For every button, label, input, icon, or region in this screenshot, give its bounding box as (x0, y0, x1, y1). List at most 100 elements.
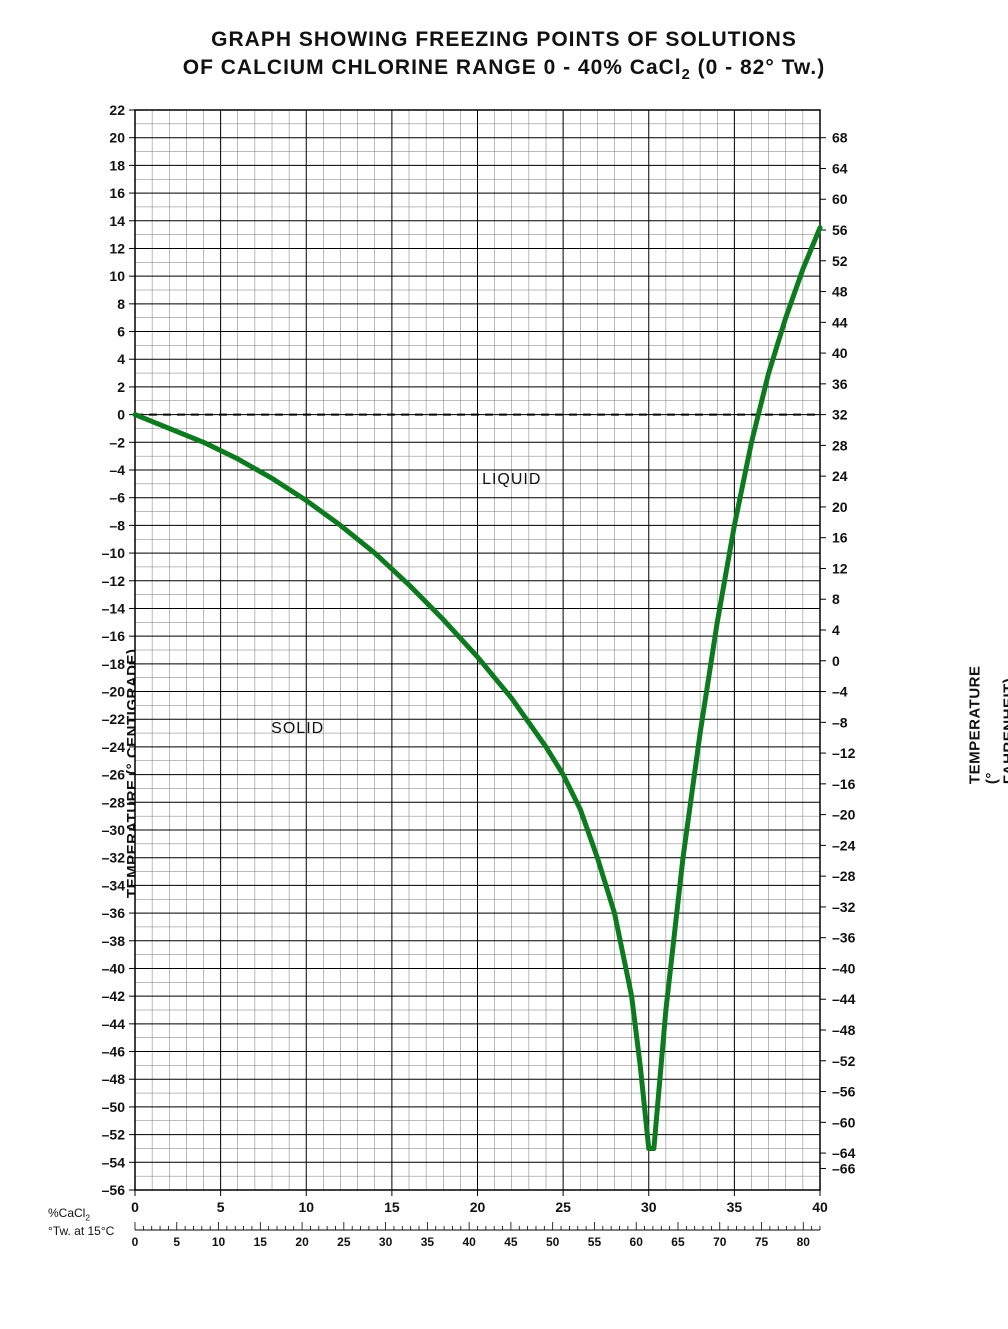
svg-text:12: 12 (832, 560, 848, 576)
svg-text:10: 10 (109, 268, 125, 284)
svg-text:50: 50 (546, 1235, 560, 1249)
svg-text:25: 25 (555, 1199, 571, 1215)
svg-text:75: 75 (755, 1235, 769, 1249)
svg-text:–18: –18 (102, 656, 126, 672)
chart-title-line-1: GRAPH SHOWING FREEZING POINTS OF SOLUTIO… (0, 28, 1008, 52)
svg-text:–36: –36 (832, 930, 856, 946)
svg-text:18: 18 (109, 157, 125, 173)
svg-text:0: 0 (131, 1199, 139, 1215)
svg-text:28: 28 (832, 437, 848, 453)
svg-text:0: 0 (117, 407, 125, 423)
svg-text:–4: –4 (109, 462, 125, 478)
svg-text:68: 68 (832, 130, 848, 146)
svg-text:–16: –16 (102, 628, 126, 644)
svg-text:30: 30 (641, 1199, 657, 1215)
svg-text:4: 4 (832, 622, 840, 638)
svg-text:12: 12 (109, 240, 125, 256)
svg-text:–38: –38 (102, 933, 126, 949)
svg-text:14: 14 (109, 213, 125, 229)
svg-text:–34: –34 (102, 877, 126, 893)
svg-text:15: 15 (254, 1235, 268, 1249)
svg-text:30: 30 (379, 1235, 393, 1249)
svg-text:–52: –52 (102, 1127, 126, 1143)
svg-text:–24: –24 (102, 739, 126, 755)
chart-title-line-2: OF CALCIUM CHLORINE RANGE 0 - 40% CaCl2 … (0, 56, 1008, 83)
svg-text:–12: –12 (832, 745, 856, 761)
svg-text:56: 56 (832, 222, 848, 238)
svg-text:60: 60 (832, 191, 848, 207)
svg-text:–54: –54 (102, 1154, 126, 1170)
svg-text:16: 16 (832, 530, 848, 546)
svg-text:–30: –30 (102, 822, 126, 838)
svg-text:36: 36 (832, 376, 848, 392)
svg-text:80: 80 (797, 1235, 811, 1249)
svg-text:–8: –8 (832, 714, 848, 730)
svg-text:45: 45 (504, 1235, 518, 1249)
chart-svg: 2220181614121086420–2–4–6–8–10–12–14–16–… (87, 100, 868, 1300)
x-axis-legend-percent: %CaCl2 (48, 1206, 90, 1222)
svg-text:–8: –8 (109, 517, 125, 533)
svg-text:–66: –66 (832, 1160, 856, 1176)
svg-text:–56: –56 (832, 1084, 856, 1100)
svg-text:24: 24 (832, 468, 848, 484)
svg-text:–36: –36 (102, 905, 126, 921)
svg-text:–56: –56 (102, 1182, 126, 1198)
svg-text:35: 35 (727, 1199, 743, 1215)
svg-text:0: 0 (132, 1235, 139, 1249)
svg-text:55: 55 (588, 1235, 602, 1249)
svg-text:–32: –32 (832, 899, 856, 915)
svg-text:–48: –48 (102, 1071, 126, 1087)
svg-text:8: 8 (832, 591, 840, 607)
svg-text:20: 20 (295, 1235, 309, 1249)
svg-text:52: 52 (832, 253, 848, 269)
svg-text:40: 40 (812, 1199, 828, 1215)
svg-text:32: 32 (832, 407, 848, 423)
svg-text:–40: –40 (832, 960, 856, 976)
svg-text:44: 44 (832, 314, 848, 330)
svg-text:2: 2 (117, 379, 125, 395)
svg-text:64: 64 (832, 160, 848, 176)
svg-text:–52: –52 (832, 1053, 856, 1069)
svg-text:5: 5 (217, 1199, 225, 1215)
svg-text:20: 20 (832, 499, 848, 515)
svg-text:20: 20 (109, 130, 125, 146)
svg-text:25: 25 (337, 1235, 351, 1249)
svg-text:15: 15 (384, 1199, 400, 1215)
svg-text:22: 22 (109, 102, 125, 118)
svg-text:8: 8 (117, 296, 125, 312)
svg-text:–60: –60 (832, 1114, 856, 1130)
svg-text:4: 4 (117, 351, 125, 367)
svg-text:–26: –26 (102, 767, 126, 783)
svg-text:–10: –10 (102, 545, 126, 561)
svg-text:–50: –50 (102, 1099, 126, 1115)
svg-text:6: 6 (117, 324, 125, 340)
svg-text:SOLID: SOLID (271, 720, 324, 737)
svg-text:10: 10 (298, 1199, 314, 1215)
svg-text:–12: –12 (102, 573, 126, 589)
svg-text:–6: –6 (109, 490, 125, 506)
svg-text:16: 16 (109, 185, 125, 201)
svg-text:–46: –46 (102, 1044, 126, 1060)
svg-text:40: 40 (832, 345, 848, 361)
svg-text:–42: –42 (102, 988, 126, 1004)
svg-text:48: 48 (832, 284, 848, 300)
svg-text:40: 40 (462, 1235, 476, 1249)
svg-text:35: 35 (421, 1235, 435, 1249)
svg-text:70: 70 (713, 1235, 727, 1249)
svg-text:–48: –48 (832, 1022, 856, 1038)
svg-text:20: 20 (470, 1199, 486, 1215)
y-axis-right-label: TEMPERATURE (° FAHRENHEIT) (966, 666, 1008, 785)
chart-plot-area: 2220181614121086420–2–4–6–8–10–12–14–16–… (135, 110, 820, 1190)
svg-text:–44: –44 (102, 1016, 126, 1032)
svg-text:0: 0 (832, 653, 840, 669)
svg-text:LIQUID: LIQUID (482, 471, 541, 488)
svg-text:60: 60 (630, 1235, 644, 1249)
svg-text:5: 5 (173, 1235, 180, 1249)
svg-text:10: 10 (212, 1235, 226, 1249)
svg-text:–20: –20 (832, 807, 856, 823)
svg-text:–16: –16 (832, 776, 856, 792)
svg-text:–28: –28 (832, 868, 856, 884)
svg-text:–2: –2 (109, 434, 125, 450)
svg-text:–28: –28 (102, 794, 126, 810)
svg-text:–44: –44 (832, 991, 856, 1007)
